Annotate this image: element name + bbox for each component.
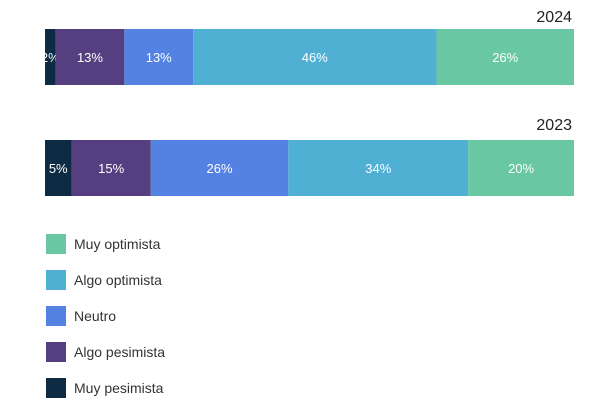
legend-swatch-algo-optimista	[46, 270, 66, 290]
bar-segment-2024-muy-pesimista	[45, 29, 56, 85]
legend-item: Muy pesimista	[46, 378, 165, 398]
bar-segment-2023-neutro	[150, 140, 289, 196]
legend-item: Neutro	[46, 306, 165, 326]
legend-swatch-algo-pesimista	[46, 342, 66, 362]
bar-segment-2024-neutro	[124, 29, 194, 85]
legend-label: Muy pesimista	[74, 380, 164, 396]
data-label-2023-muy-pesimista: 5%	[49, 161, 68, 176]
chart-legend: Muy optimista Algo optimista Neutro Algo…	[46, 234, 165, 414]
legend-label: Algo optimista	[74, 272, 162, 288]
bar-segment-2023-algo-optimista	[288, 140, 469, 196]
data-label-2024-algo-pesimista: 13%	[77, 50, 103, 65]
legend-swatch-muy-optimista	[46, 234, 66, 254]
bar-segment-2024-algo-pesimista	[55, 29, 125, 85]
row-label-2024: 2024	[536, 9, 572, 26]
stacked-bar-chart: 2024 2% 13% 13% 46% 26% 2023 5% 15% 26% 34% 20%	[41, 9, 574, 196]
data-label-2023-algo-pesimista: 15%	[98, 161, 124, 176]
data-label-2024-algo-optimista: 46%	[302, 50, 328, 65]
data-label-2024-muy-pesimista: 2%	[41, 50, 60, 65]
legend-item: Algo pesimista	[46, 342, 165, 362]
data-label-2024-muy-optimista: 26%	[492, 50, 518, 65]
legend-label: Neutro	[74, 308, 117, 324]
bar-segment-2023-muy-pesimista	[45, 140, 72, 196]
legend-label: Algo pesimista	[74, 344, 166, 360]
bar-segment-2024-muy-optimista	[436, 29, 574, 85]
legend-swatch-muy-pesimista	[46, 378, 66, 398]
bar-segment-2024-algo-optimista	[193, 29, 437, 85]
legend-item: Muy optimista	[46, 234, 165, 254]
legend-swatch-neutro	[46, 306, 66, 326]
data-label-2023-muy-optimista: 20%	[508, 161, 534, 176]
bar-segment-2023-algo-pesimista	[71, 140, 151, 196]
data-label-2023-neutro: 26%	[207, 161, 233, 176]
data-label-2024-neutro: 13%	[146, 50, 172, 65]
data-label-2023-algo-optimista: 34%	[365, 161, 391, 176]
row-label-2023: 2023	[536, 117, 572, 134]
bar-segment-2023-muy-optimista	[468, 140, 574, 196]
legend-item: Algo optimista	[46, 270, 165, 290]
legend-label: Muy optimista	[74, 236, 161, 252]
